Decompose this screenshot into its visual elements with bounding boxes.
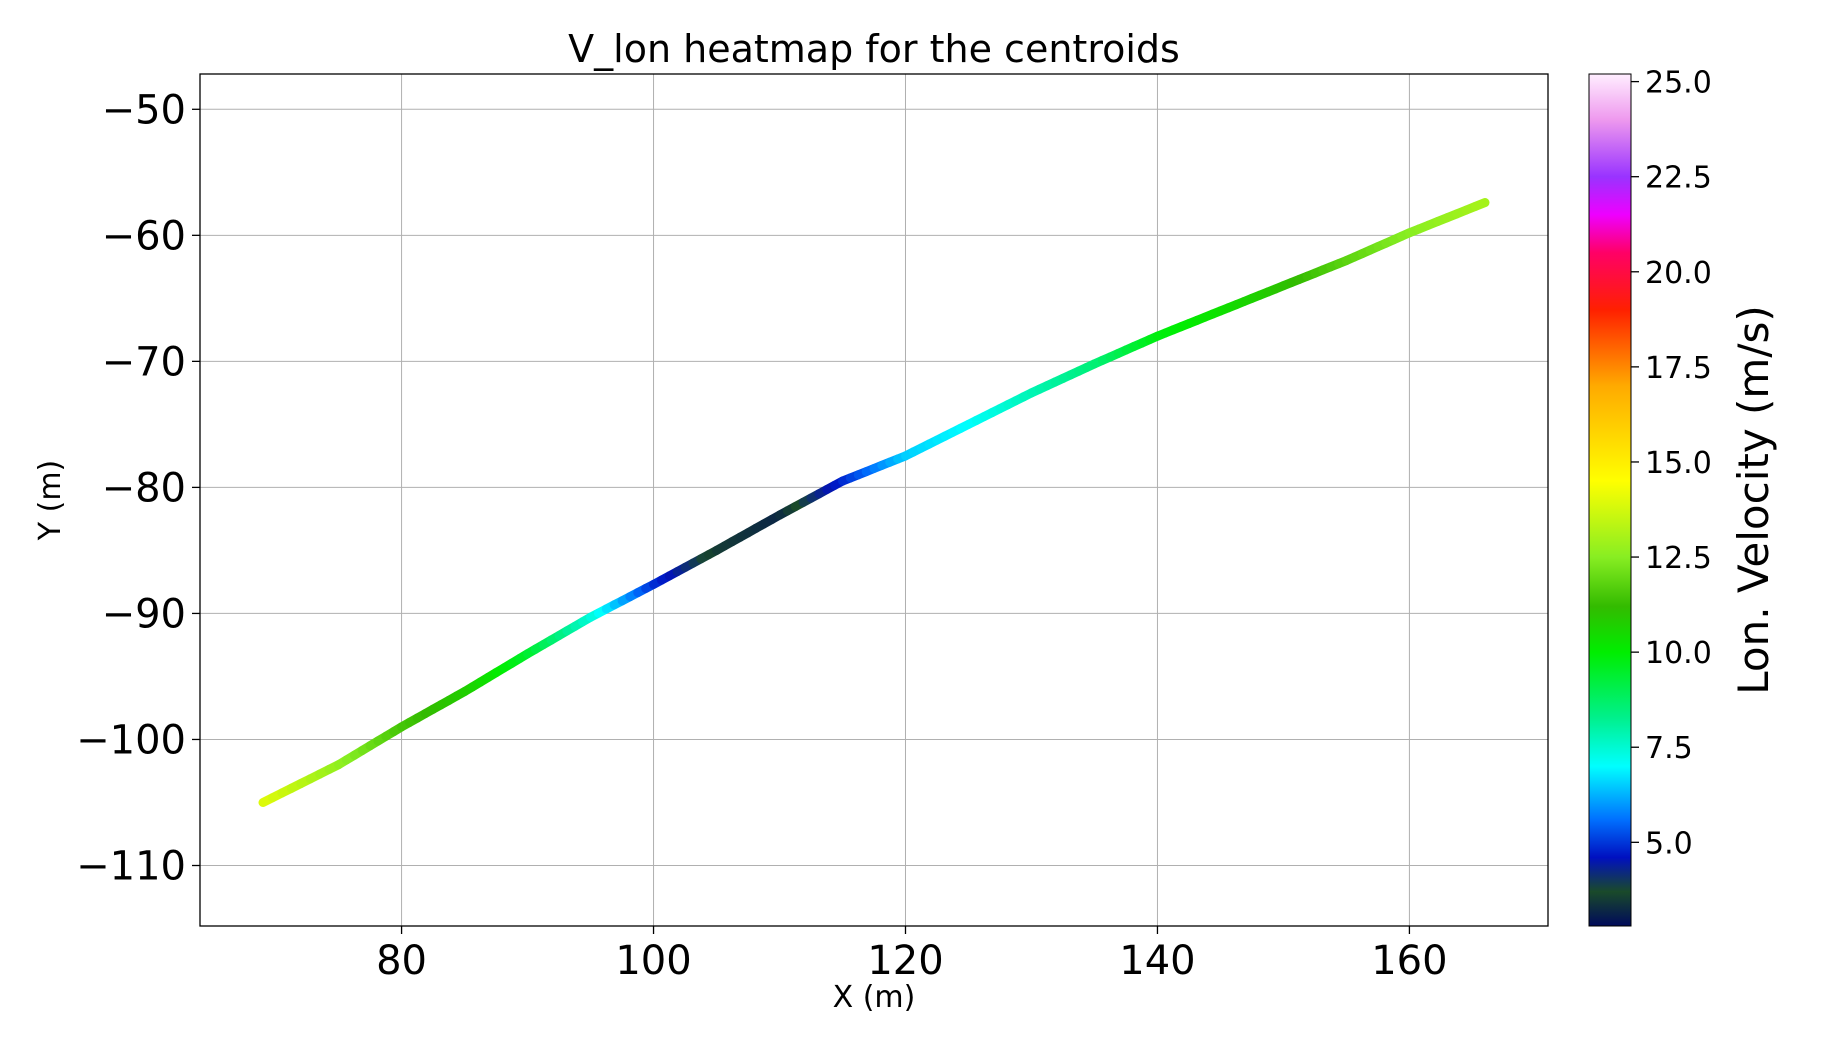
x-tick-label-1: 100 — [615, 938, 691, 984]
grid-lines — [200, 74, 1548, 926]
colorbar-ticks: 5.0 7.5 10.0 12.5 15.0 17.5 20.0 22.5 25.0 — [1631, 66, 1712, 861]
y-tick-label-3: −80 — [102, 465, 186, 511]
x-axis-ticks: 80 100 120 140 160 — [376, 926, 1448, 984]
colorbar-tick-label-6: 20.0 — [1645, 256, 1712, 291]
plot-frame — [199, 73, 1549, 927]
x-tick-label-4: 160 — [1371, 938, 1447, 984]
colorbar — [1588, 73, 1632, 927]
colorbar-tick-label-4: 15.0 — [1645, 446, 1712, 481]
x-tick-label-2: 120 — [867, 938, 943, 984]
y-tick-label-5: −100 — [76, 717, 186, 763]
colorbar-label: Lon. Velocity (m/s) — [1729, 305, 1778, 695]
colorbar-tick-label-8: 25.0 — [1645, 66, 1712, 101]
y-tick-label-1: −60 — [102, 213, 186, 259]
y-tick-label-6: −110 — [76, 844, 186, 890]
x-axis-label: X (m) — [833, 980, 916, 1015]
colorbar-tick-label-2: 10.0 — [1645, 636, 1712, 671]
y-axis-label: Y (m) — [33, 460, 68, 542]
trajectory-line — [258, 198, 1490, 807]
y-axis-ticks: −50 −60 −70 −80 −90 −100 −110 — [76, 87, 200, 890]
x-tick-label-3: 140 — [1119, 938, 1195, 984]
chart-title: V_lon heatmap for the centroids — [568, 27, 1180, 71]
colorbar-tick-label-1: 7.5 — [1645, 731, 1693, 766]
trajectory-segment-0-151 — [1471, 198, 1490, 211]
colorbar-tick-label-5: 17.5 — [1645, 351, 1712, 386]
y-tick-label-2: −70 — [102, 339, 186, 385]
x-tick-label-0: 80 — [376, 938, 427, 984]
colorbar-tick-label-3: 12.5 — [1645, 541, 1712, 576]
colorbar-tick-label-7: 22.5 — [1645, 161, 1712, 196]
y-tick-label-0: −50 — [102, 87, 186, 133]
colorbar-tick-label-0: 5.0 — [1645, 826, 1693, 861]
y-tick-label-4: −90 — [102, 591, 186, 637]
